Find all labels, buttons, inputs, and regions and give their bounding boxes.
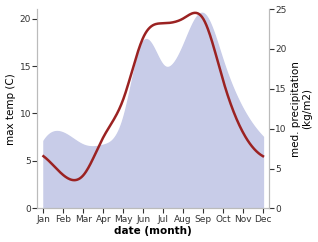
Y-axis label: med. precipitation
(kg/m2): med. precipitation (kg/m2): [291, 61, 313, 157]
Y-axis label: max temp (C): max temp (C): [5, 73, 16, 145]
X-axis label: date (month): date (month): [114, 227, 192, 236]
